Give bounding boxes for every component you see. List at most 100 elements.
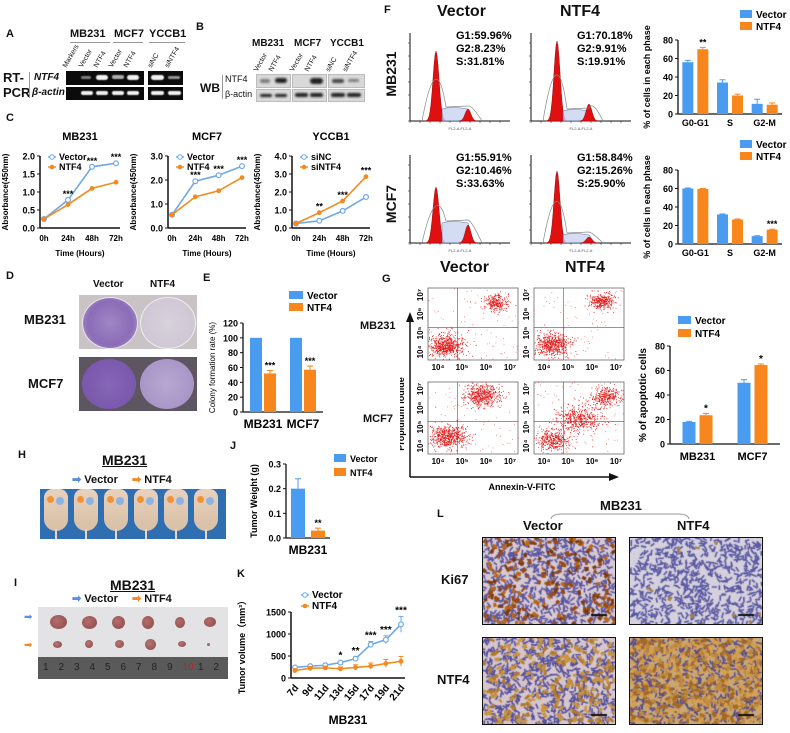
event-dot: [485, 392, 487, 394]
event-dot: [556, 349, 558, 351]
event-dot: [584, 305, 586, 307]
tumor-marker-vector: [206, 497, 214, 505]
arrow-right-icon: ➡: [132, 593, 142, 605]
event-dot: [555, 434, 556, 436]
event-dot: [547, 447, 549, 449]
event-dot: [434, 338, 436, 340]
event-dot: [456, 345, 458, 346]
event-dot: [441, 443, 443, 445]
y-tick-label: 0.1: [268, 509, 281, 519]
event-dot: [592, 324, 594, 326]
event-dot: [592, 336, 593, 338]
event-dot: [448, 359, 450, 361]
significance-marker: **: [699, 37, 707, 47]
event-dot: [587, 415, 589, 417]
event-dot: [569, 344, 571, 346]
event-dot: [493, 305, 495, 306]
event-dot: [477, 400, 478, 401]
event-dot: [615, 358, 616, 360]
event-dot: [593, 401, 595, 403]
x-tick-label: 0h: [39, 234, 48, 243]
event-dot: [465, 344, 467, 346]
legend-label: Vector: [307, 291, 338, 302]
event-dot: [590, 301, 592, 303]
event-dot: [479, 395, 481, 396]
event-dot: [430, 438, 432, 440]
event-dot: [479, 395, 481, 397]
event-dot: [541, 339, 543, 341]
fit-outline: [542, 74, 604, 122]
event-dot: [472, 385, 474, 387]
event-dot: [441, 434, 443, 436]
event-dot: [449, 453, 451, 455]
event-dot: [479, 399, 481, 401]
tumor-marker-ntf4: [47, 496, 54, 503]
event-dot: [454, 347, 456, 349]
event-dot: [441, 343, 443, 345]
event-dot: [594, 304, 596, 306]
event-dot: [560, 428, 562, 430]
event-dot: [545, 441, 546, 443]
event-dot: [472, 394, 474, 396]
event-dot: [486, 300, 488, 302]
y-tick-label: 40: [655, 391, 665, 401]
event-dot: [592, 303, 594, 305]
event-dot: [601, 302, 603, 304]
event-dot: [472, 382, 474, 384]
event-dot: [547, 340, 549, 342]
event-dot: [449, 447, 451, 448]
event-dot: [546, 441, 547, 443]
event-dot: [597, 409, 599, 410]
event-dot: [554, 442, 556, 444]
event-dot: [443, 355, 445, 357]
event-dot: [443, 335, 445, 336]
event-dot: [436, 442, 437, 444]
event-dot: [573, 430, 575, 432]
event-dot: [547, 336, 549, 338]
event-dot: [585, 298, 586, 300]
legend-marker: [301, 154, 307, 160]
event-dot: [564, 433, 565, 435]
phase-percent: S:25.90%: [577, 178, 626, 190]
event-dot: [567, 342, 569, 344]
event-dot: [547, 346, 549, 348]
event-dot: [487, 445, 489, 447]
event-dot: [600, 305, 602, 307]
event-dot: [500, 308, 502, 310]
event-dot: [589, 416, 591, 418]
event-dot: [544, 437, 546, 439]
event-dot: [599, 298, 601, 300]
event-dot: [477, 385, 479, 387]
event-dot: [557, 343, 559, 345]
event-dot: [583, 430, 585, 432]
event-dot: [487, 395, 489, 397]
event-dot: [571, 382, 573, 384]
event-dot: [567, 357, 569, 359]
event-dot: [587, 414, 589, 415]
event-dot: [498, 391, 500, 393]
event-dot: [538, 349, 540, 351]
event-dot: [553, 394, 555, 396]
event-dot: [476, 394, 477, 396]
event-dot: [546, 345, 548, 347]
event-dot: [558, 357, 560, 359]
event-dot: [555, 335, 557, 337]
bar-vector: [250, 337, 262, 412]
event-dot: [446, 341, 448, 343]
event-dot: [559, 351, 561, 353]
event-dot: [605, 405, 607, 407]
event-dot: [553, 351, 555, 352]
event-dot: [605, 301, 607, 303]
x-tick-label: 10⁴: [538, 363, 551, 372]
significance-marker: ***: [361, 166, 372, 176]
event-dot: [501, 306, 503, 308]
event-dot: [553, 344, 555, 346]
event-dot: [555, 350, 557, 352]
y-tick-label: 0: [281, 674, 286, 684]
event-dot: [472, 386, 474, 388]
event-dot: [461, 348, 463, 350]
event-dot: [534, 437, 536, 439]
event-dot: [489, 303, 490, 305]
legend-label: NTF4: [756, 152, 781, 163]
